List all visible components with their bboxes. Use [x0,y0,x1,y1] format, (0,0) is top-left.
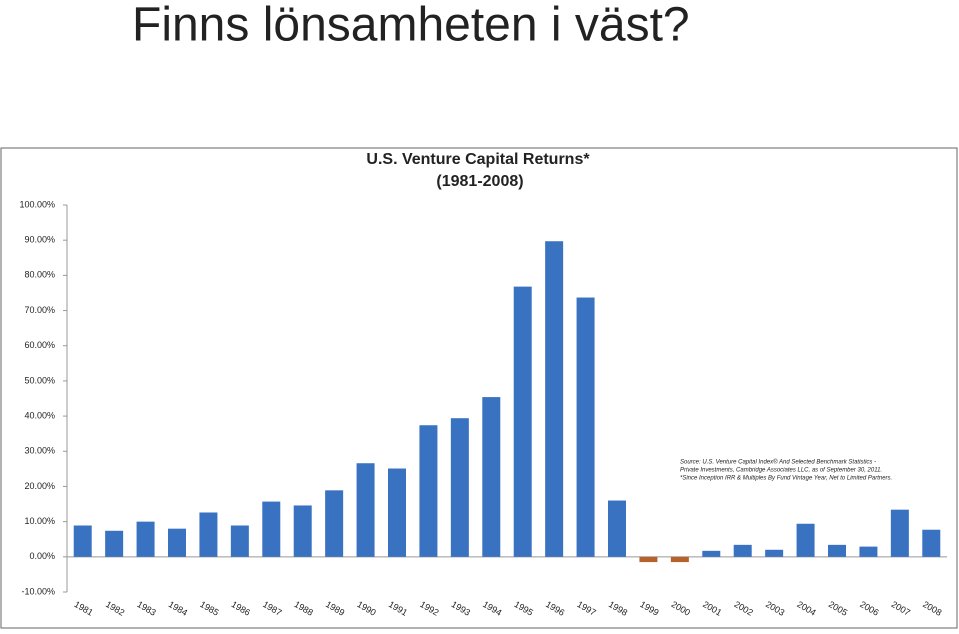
bar [545,241,564,557]
source-line: *Since Inception IRR & Multiples By Fund… [680,476,892,482]
y-tick-label: 30.00% [24,446,55,456]
bar [796,523,815,557]
bar [230,525,249,557]
bar [608,500,626,557]
y-tick-label: 10.00% [24,516,55,526]
y-tick-label: -10.00% [21,586,55,596]
y-tick-label: 70.00% [24,305,55,315]
y-tick-label: 80.00% [24,270,55,280]
bar [482,397,501,557]
bar [136,521,155,557]
bar [168,528,186,557]
slide-title: Finns lönsamheten i väst? [132,0,690,52]
bar [105,530,124,557]
chart-subtitle: (1981-2008) [436,173,523,190]
y-tick-label: 100.00% [19,199,55,209]
bar [293,505,312,557]
y-tick-label: 90.00% [24,235,55,245]
bar [639,556,658,563]
bar [733,544,752,557]
source-line: Private Investments, Cambridge Associate… [680,468,882,474]
bar [513,286,532,557]
source-line: Source: U.S. Venture Capital Index® And … [680,459,876,466]
bar [670,556,689,563]
bar [890,509,909,557]
source-note: Source: U.S. Venture Capital Index® And … [680,459,892,482]
bar [450,418,469,557]
bar [859,546,878,557]
y-tick-label: 0.00% [29,551,55,561]
bar [199,512,218,557]
bar [73,525,92,557]
bar [765,549,784,557]
bar [922,529,941,557]
bar [828,544,846,557]
y-tick-label: 50.00% [24,375,55,385]
bar [419,425,438,557]
y-tick-label: 40.00% [24,410,55,420]
y-tick-label: 60.00% [24,340,55,350]
bar [325,490,344,557]
y-tick-label: 20.00% [24,481,55,491]
bar [702,550,721,557]
bar [262,501,281,557]
chart-title: U.S. Venture Capital Returns* [366,151,590,168]
bar [576,297,595,557]
bar [388,468,406,557]
bar [356,463,375,557]
